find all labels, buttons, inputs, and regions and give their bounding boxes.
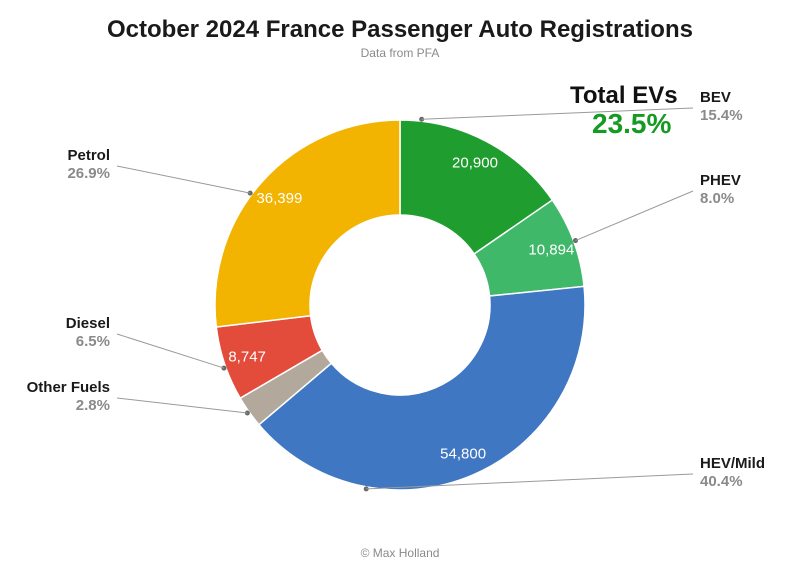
segment-pct-label: 40.4% <box>700 473 743 490</box>
segment-name-label: HEV/Mild <box>700 455 765 472</box>
leader-line <box>576 191 693 241</box>
leader-line <box>117 166 250 193</box>
leader-line <box>117 398 247 413</box>
segment-pct-label: 2.8% <box>76 397 110 414</box>
slice-value-label: 8,747 <box>228 348 266 365</box>
total-ev-label: Total EVs <box>570 82 678 110</box>
segment-name-label: BEV <box>700 89 731 106</box>
segment-name-label: Diesel <box>66 315 110 332</box>
slice-value-label: 20,900 <box>452 154 498 171</box>
slice-value-label: 10,894 <box>528 241 574 258</box>
donut-chart: 20,900 10,894 54,800 8,747 36,399 BEV15.4% PHE… <box>0 0 800 572</box>
donut-slice-petrol <box>215 120 400 327</box>
segment-name-label: Other Fuels <box>27 379 110 396</box>
total-ev-value: 23.5% <box>592 108 671 140</box>
segment-pct-label: 6.5% <box>76 333 110 350</box>
segment-name-label: PHEV <box>700 172 741 189</box>
slice-value-label: 54,800 <box>440 445 486 462</box>
leader-line <box>117 334 224 368</box>
segment-name-label: Petrol <box>67 147 110 164</box>
chart-stage: { "title": "October 2024 France Passenge… <box>0 0 800 572</box>
segment-pct-label: 8.0% <box>700 190 734 207</box>
segment-pct-label: 26.9% <box>67 165 110 182</box>
segment-pct-label: 15.4% <box>700 107 743 124</box>
slice-value-label: 36,399 <box>256 190 302 207</box>
